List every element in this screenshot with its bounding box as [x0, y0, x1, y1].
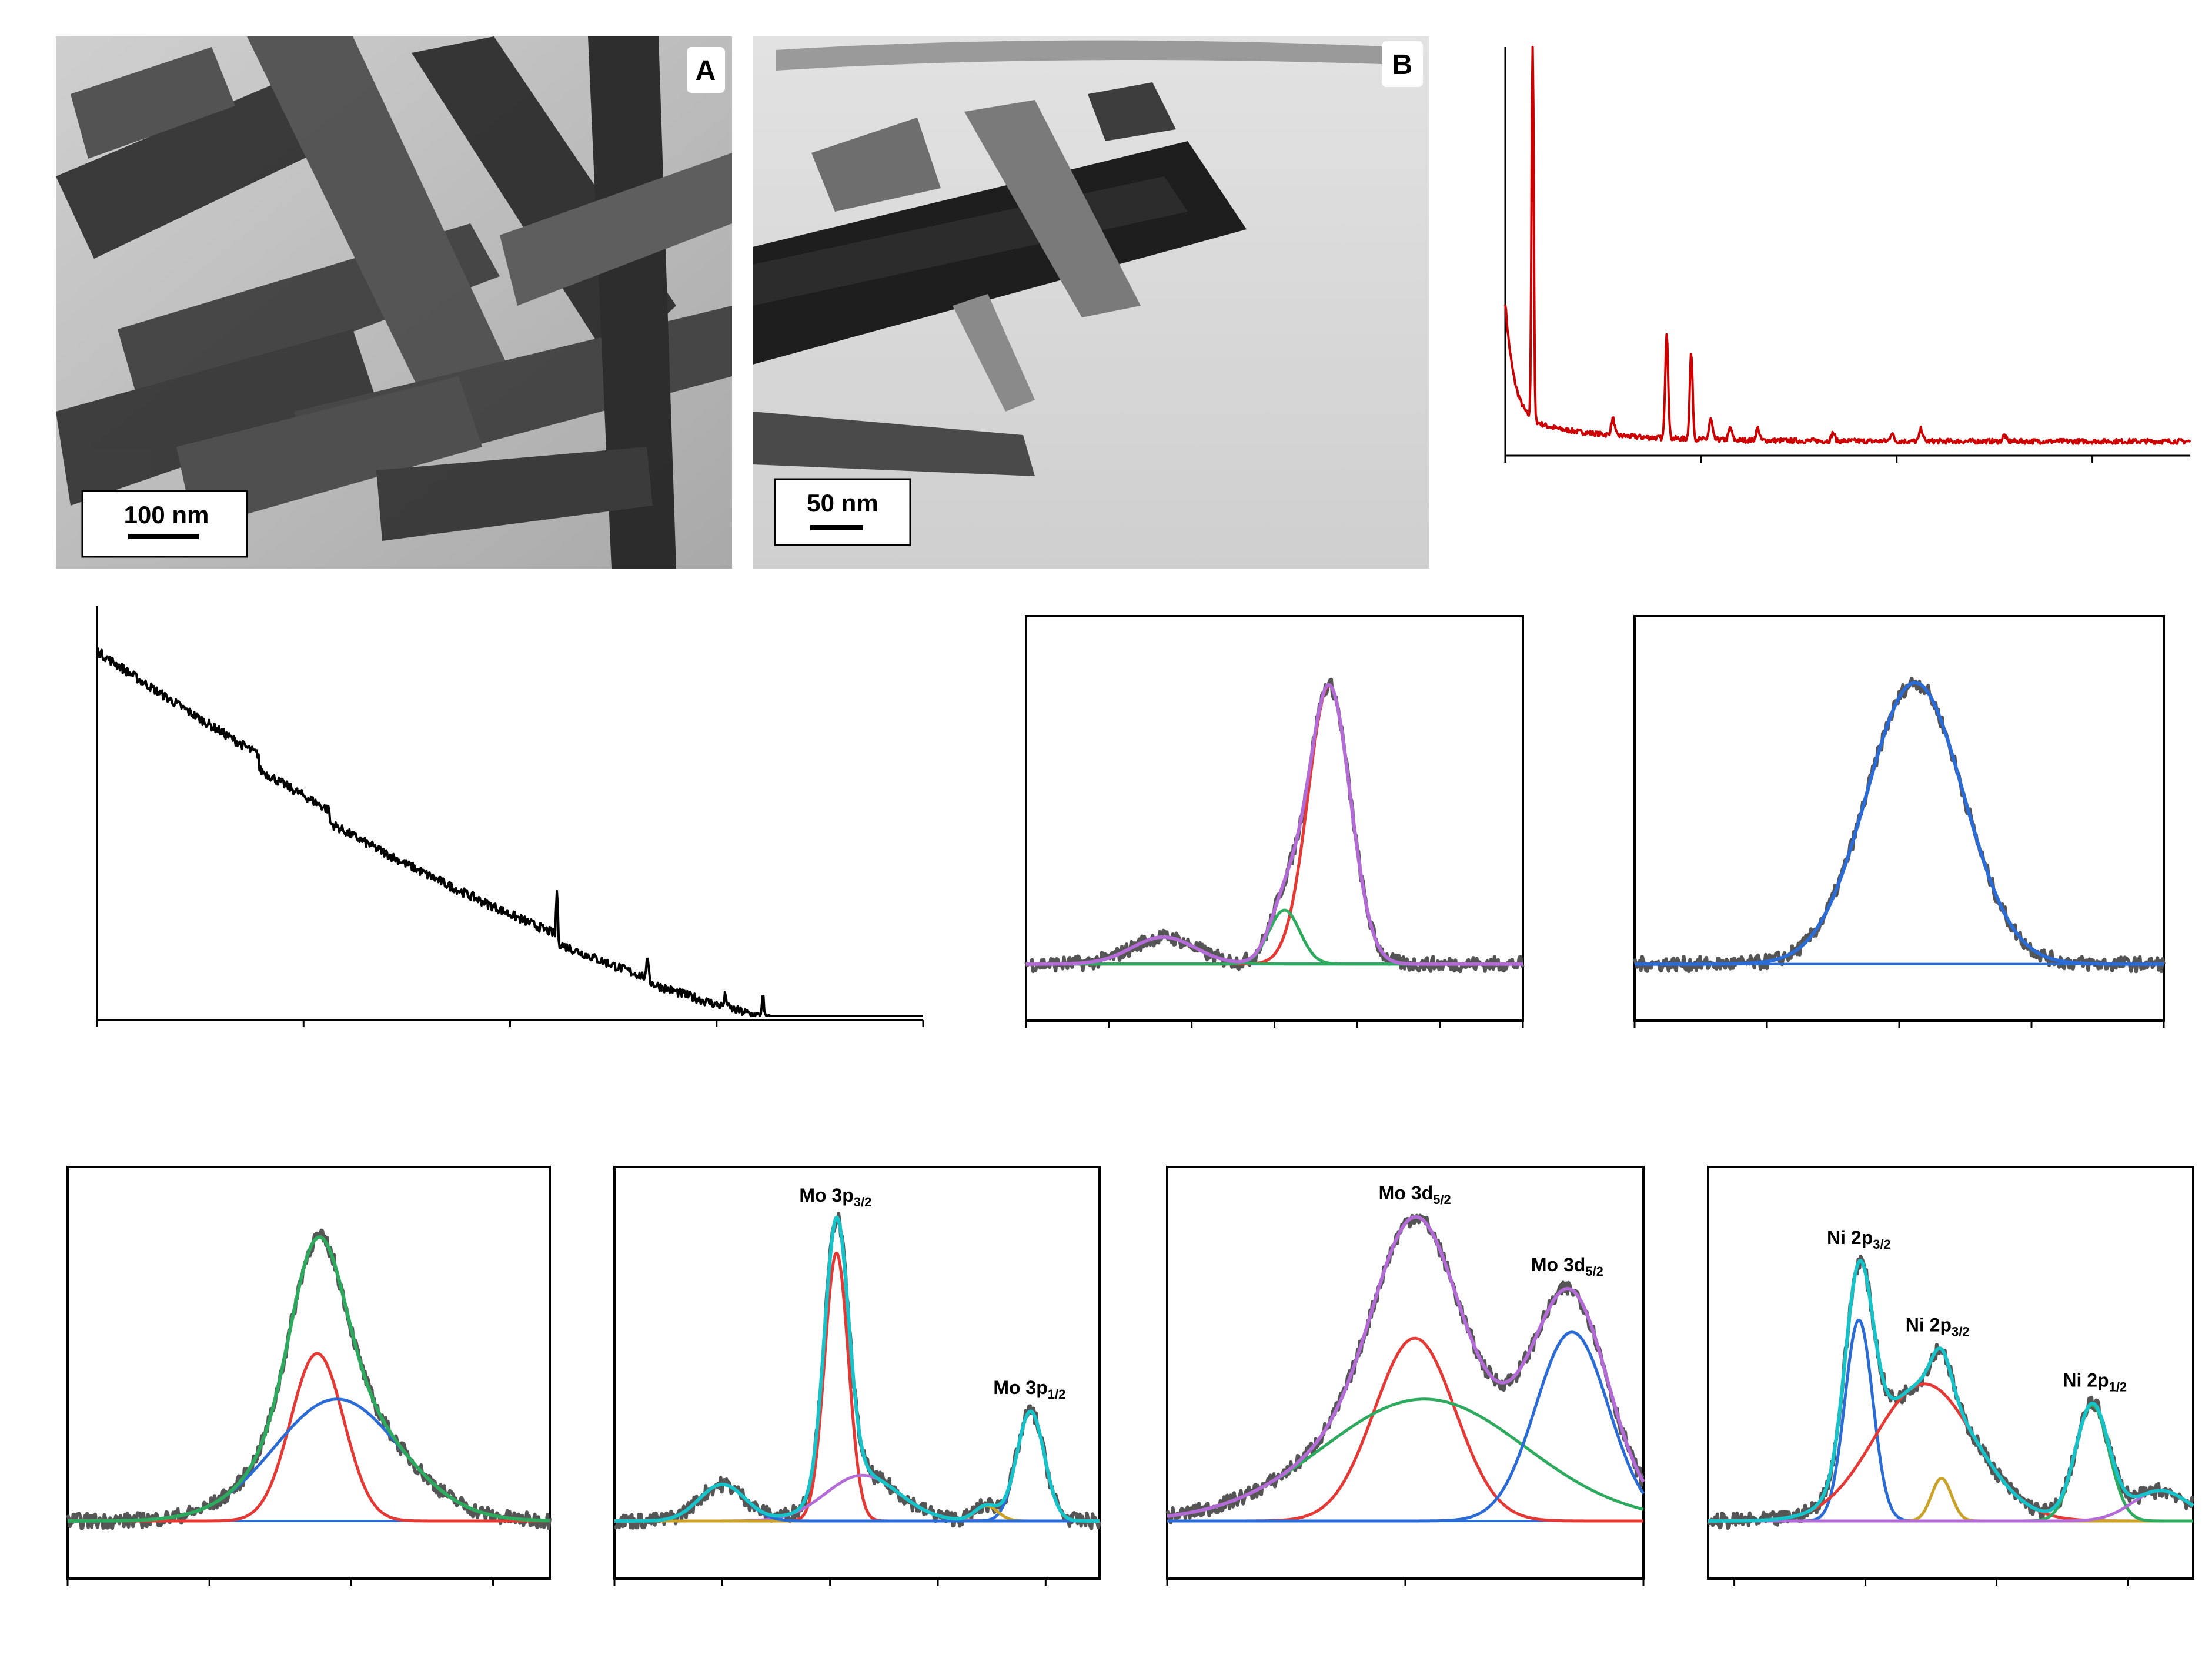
panel-a: A 100 nm — [56, 36, 732, 569]
fit-envelope-j — [1708, 1259, 2194, 1523]
fit-component-g-1 — [67, 1397, 550, 1523]
peak-annotation: Ni 2p3/2 — [1827, 1227, 1891, 1252]
peak-annotation: Mo 3p1/2 — [993, 1377, 1065, 1402]
scale-bar-a — [128, 534, 199, 539]
fit-component-j-3 — [1708, 1403, 2194, 1523]
panel-d — [96, 606, 924, 1027]
peak-annotation: Mo 3p3/2 — [799, 1185, 871, 1209]
tem-rods-a — [56, 36, 732, 569]
peak-annotation-sub: 5/2 — [1585, 1264, 1603, 1279]
fit-envelope-h — [614, 1215, 1100, 1523]
scale-bar-label-a: 100 nm — [124, 501, 209, 529]
fit-component-f-0 — [1634, 681, 2164, 966]
panel-label-box-b — [1382, 41, 1423, 87]
peak-annotation-sub: 3/2 — [1952, 1325, 1970, 1339]
plot-frame-g — [66, 1166, 551, 1580]
peak-annotation-sub: 3/2 — [854, 1195, 872, 1209]
fit-component-g-0 — [67, 1352, 550, 1523]
fit-component-j-1 — [1708, 1382, 2194, 1523]
peak-annotation-main: Ni 2p — [1827, 1227, 1873, 1248]
survey-spectrum — [96, 647, 924, 1017]
scale-bar-box-b — [774, 478, 911, 546]
peak-annotation-main: Mo 3d — [1531, 1254, 1585, 1275]
panel-c — [1504, 46, 2191, 463]
panel-f — [1633, 615, 2166, 1028]
peak-annotation-main: Ni 2p — [1906, 1315, 1952, 1336]
peak-annotation-sub: 5/2 — [1433, 1192, 1451, 1207]
panel-i: Mo 3d5/2Mo 3d5/2 — [1165, 1166, 1645, 1586]
peak-annotation-main: Mo 3d — [1379, 1182, 1433, 1203]
plot-frame-i — [1166, 1166, 1645, 1580]
xrd-pattern — [1504, 46, 2191, 445]
panel-h: Mo 3p3/2Mo 3p1/2 — [613, 1166, 1101, 1586]
panel-b: B 50 nm — [753, 36, 1429, 569]
peak-annotation: Ni 2p3/2 — [1906, 1315, 1970, 1339]
raw-spectrum-h — [613, 1212, 1101, 1530]
peak-annotation-main: Mo 3p — [799, 1185, 853, 1206]
peak-annotation: Mo 3d5/2 — [1379, 1182, 1451, 1207]
scale-bar-b — [810, 525, 863, 530]
panel-label-b: B — [1392, 49, 1413, 81]
fit-envelope-e — [1025, 683, 1523, 966]
fit-component-i-2 — [1167, 1330, 1645, 1523]
raw-spectrum-g — [66, 1228, 552, 1530]
tem-rods-b — [753, 40, 1399, 476]
peak-annotation-main: Mo 3p — [993, 1377, 1047, 1398]
raw-spectrum-e — [1024, 677, 1525, 974]
peak-annotation-sub: 1/2 — [2109, 1380, 2127, 1395]
peak-annotation-sub: 3/2 — [1873, 1237, 1891, 1252]
peak-annotation-main: Ni 2p — [2063, 1370, 2109, 1391]
plot-frame-j — [1707, 1166, 2194, 1580]
fit-component-j-4 — [1708, 1489, 2194, 1523]
fit-envelope-g — [67, 1235, 550, 1523]
panel-j: Ni 2p3/2Ni 2p3/2Ni 2p1/2 — [1706, 1166, 2194, 1586]
raw-spectrum-f — [1633, 676, 2166, 974]
fit-envelope-f — [1634, 681, 2164, 966]
panel-label-a: A — [696, 55, 716, 86]
scale-bar-box-a — [81, 490, 248, 558]
peak-annotation-sub: 1/2 — [1048, 1387, 1066, 1402]
raw-spectrum-i — [1165, 1213, 1645, 1524]
plot-frame-h — [613, 1166, 1101, 1580]
panel-label-box-a — [687, 47, 725, 93]
panel-g — [66, 1166, 552, 1586]
panel-e — [1024, 615, 1525, 1028]
fit-envelope-i — [1166, 1215, 1645, 1518]
peak-annotation: Ni 2p1/2 — [2063, 1370, 2127, 1395]
scale-bar-label-b: 50 nm — [807, 489, 878, 517]
peak-annotation: Mo 3d5/2 — [1531, 1254, 1603, 1279]
